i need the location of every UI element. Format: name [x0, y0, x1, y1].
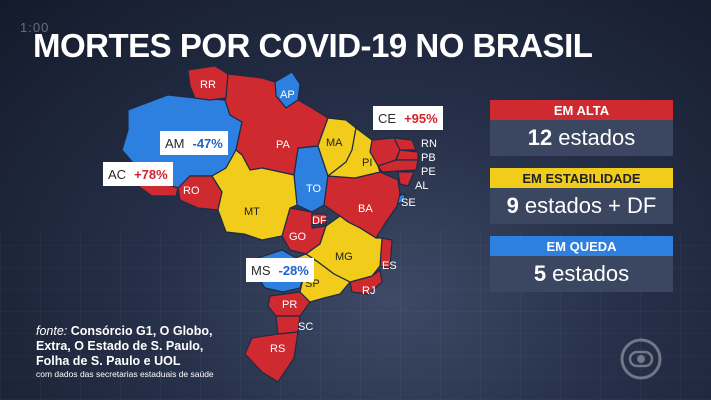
label-rj: RJ [362, 285, 375, 297]
card-em-queda-unit: estados [552, 261, 630, 286]
label-al: AL [415, 180, 428, 192]
state-pe [377, 159, 419, 173]
callout-am: AM -47% [160, 131, 228, 155]
callout-ac-code: AC [104, 163, 131, 185]
label-se: SE [401, 197, 416, 209]
state-rs [244, 331, 299, 383]
label-mg: MG [335, 251, 353, 263]
state-al [397, 171, 415, 187]
label-rn: RN [421, 138, 437, 150]
label-ap: AP [280, 89, 295, 101]
callout-ms-code: MS [247, 259, 275, 281]
globo-logo-icon [620, 338, 662, 380]
label-ma: MA [326, 137, 343, 149]
source-prefix: fonte: [36, 324, 68, 338]
callout-ms-value: -28% [274, 259, 313, 281]
card-em-alta-head: EM ALTA [490, 100, 673, 120]
callout-ms: MS -28% [246, 258, 314, 282]
label-sc: SC [298, 321, 313, 333]
state-pi [327, 127, 381, 179]
callout-am-value: -47% [188, 132, 227, 154]
card-em-queda-head: EM QUEDA [490, 236, 673, 256]
card-em-alta-unit: estados [558, 125, 636, 150]
label-ro: RO [183, 185, 200, 197]
card-em-queda-count: 5 [533, 261, 547, 286]
callout-ce-code: CE [374, 107, 401, 129]
source-line-3: Folha de S. Paulo e UOL [36, 354, 181, 368]
callout-am-code: AM [161, 132, 189, 154]
source-line-1: Consórcio G1, O Globo, [70, 324, 213, 338]
label-es: ES [382, 260, 397, 272]
callout-ac-value: +78% [130, 163, 172, 185]
callout-ce: CE +95% [373, 106, 443, 130]
card-em-estabilidade: EM ESTABILIDADE 9 estados + DF [490, 168, 673, 224]
source-note: com dados das secretarias estaduais de s… [36, 369, 214, 379]
label-rr: RR [200, 79, 216, 91]
label-ba: BA [358, 203, 373, 215]
label-rs: RS [270, 343, 285, 355]
card-em-estabilidade-body: 9 estados + DF [490, 188, 673, 224]
label-pb: PB [421, 152, 436, 164]
state-pa [224, 73, 329, 176]
label-mt: MT [244, 206, 260, 218]
card-em-estabilidade-unit: estados + DF [524, 193, 657, 218]
label-to: TO [306, 183, 322, 195]
page-title: MORTES POR COVID-19 NO BRASIL [33, 27, 593, 64]
source-line-2: Extra, O Estado de S. Paulo, [36, 339, 204, 353]
label-df: DF [312, 215, 327, 227]
state-pb [395, 149, 419, 161]
state-rn [393, 137, 417, 151]
card-em-queda-body: 5 estados [490, 256, 673, 292]
card-em-alta: EM ALTA 12 estados [490, 100, 673, 156]
card-em-queda: EM QUEDA 5 estados [490, 236, 673, 292]
callout-ac: AC +78% [103, 162, 173, 186]
card-em-alta-body: 12 estados [490, 120, 673, 156]
label-pr: PR [282, 299, 297, 311]
callout-ce-value: +95% [400, 107, 442, 129]
state-mt [211, 149, 298, 241]
card-em-alta-count: 12 [527, 125, 553, 150]
source-credit: fonte: Consórcio G1, O Globo, Extra, O E… [36, 324, 214, 380]
label-go: GO [289, 231, 307, 243]
state-rr [187, 65, 229, 101]
state-sc [275, 315, 301, 335]
timer: 1:00 [20, 20, 50, 35]
card-em-estabilidade-head: EM ESTABILIDADE [490, 168, 673, 188]
label-pa: PA [276, 139, 291, 151]
card-em-estabilidade-count: 9 [506, 193, 519, 218]
label-pi: PI [362, 157, 372, 169]
label-pe: PE [421, 166, 436, 178]
